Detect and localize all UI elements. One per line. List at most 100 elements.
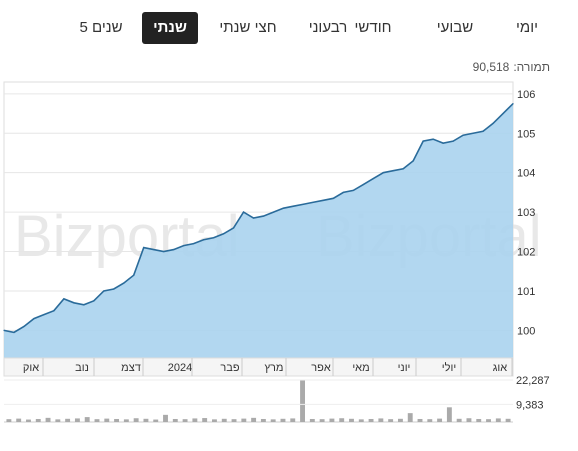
price-line <box>3 103 514 334</box>
volume-bar <box>437 418 443 422</box>
price-point <box>143 247 145 249</box>
volume-bar <box>270 419 276 422</box>
price-point <box>412 160 414 162</box>
tab-half-year[interactable]: חצי שנתי <box>219 19 277 36</box>
price-point <box>492 122 494 124</box>
volume-bar <box>486 419 491 422</box>
y-tick-label: 102 <box>517 247 535 259</box>
price-point <box>352 189 354 192</box>
price-point <box>402 168 404 170</box>
volume-bar <box>368 418 374 422</box>
volume-bar <box>172 418 178 422</box>
volume-bar <box>329 418 335 422</box>
price-point <box>222 233 225 235</box>
volume-bar <box>84 417 90 422</box>
price-point <box>502 112 504 115</box>
price-point <box>83 304 85 306</box>
volume-bar <box>446 407 452 422</box>
volume-bar <box>231 419 237 422</box>
volume-bar <box>182 419 188 422</box>
volume-bar <box>202 418 208 422</box>
x-axis: אוק נוב דצמ 2024 פבר מרץ אפר מאי יוני יולי אוג <box>3 357 514 377</box>
price-point <box>302 203 305 205</box>
price-point <box>242 211 245 213</box>
x-tick-label: יוני <box>398 362 411 374</box>
x-tick-label: 2024 <box>168 362 192 374</box>
price-point <box>23 325 25 328</box>
y-tick-label: 104 <box>517 168 535 180</box>
tab-yearly[interactable]: שנתי <box>142 12 198 44</box>
tab-daily[interactable]: יומי <box>516 19 538 36</box>
price-point <box>452 140 454 142</box>
price-point <box>203 239 205 241</box>
volume-bar <box>123 419 129 422</box>
x-tick-label: מאי <box>352 362 369 374</box>
tab-five-years[interactable]: 5 שנים <box>79 19 123 36</box>
y-axis: 100 101 102 103 104 105 106 <box>517 89 535 338</box>
volume-bar <box>309 418 315 422</box>
x-tick-label: אוג <box>493 362 508 374</box>
volume-bar <box>417 418 423 422</box>
x-tick-label: אפר <box>311 362 331 374</box>
y-tick-label: 103 <box>517 207 535 219</box>
volume-bar <box>212 419 217 422</box>
price-point <box>123 282 125 284</box>
price-point <box>472 132 474 134</box>
volume-bar <box>221 418 227 422</box>
volume-bar <box>397 418 403 422</box>
price-point <box>232 227 235 229</box>
price-point <box>422 140 424 142</box>
price-point <box>292 205 295 207</box>
price-point <box>153 248 155 251</box>
price-point <box>212 237 215 239</box>
volume-bar <box>35 418 41 422</box>
volume-bar <box>26 419 31 422</box>
volume-bar <box>94 419 100 422</box>
price-point <box>382 172 384 174</box>
x-tick-label: פבר <box>220 362 239 374</box>
x-tick-label: נוב <box>75 362 89 374</box>
volume-bar <box>6 419 12 422</box>
price-point <box>362 183 364 186</box>
volume-bar <box>290 418 296 422</box>
price-point <box>342 191 344 193</box>
volume-bar <box>476 418 482 422</box>
price-point <box>462 134 464 136</box>
price-point <box>512 103 514 105</box>
volume-bar <box>339 418 345 422</box>
price-point <box>332 197 334 199</box>
price-point <box>93 300 95 302</box>
price-point <box>53 310 55 312</box>
tab-monthly[interactable]: חודשי <box>354 19 392 36</box>
y-tick-label: 105 <box>517 128 535 140</box>
x-tick-label: מרץ <box>265 362 284 374</box>
volume-bar <box>388 419 394 422</box>
price-point <box>312 201 314 203</box>
price-point <box>282 207 285 209</box>
volume-bar <box>163 414 168 422</box>
price-point <box>173 248 175 251</box>
volume-bar <box>407 413 413 422</box>
tab-weekly[interactable]: שבועי <box>436 19 474 36</box>
volume-bar <box>280 418 286 422</box>
turnover-readout: תמורה:90,518 <box>469 60 550 74</box>
volume-bar <box>319 419 325 422</box>
x-tick-label: דצמ <box>121 362 141 374</box>
price-point <box>252 217 255 219</box>
tab-quarterly[interactable]: רבעוני <box>308 19 348 36</box>
price-point <box>272 211 275 213</box>
price-area <box>3 103 514 358</box>
volume-bar <box>495 418 501 422</box>
volume-bar <box>456 418 462 422</box>
volume-bar <box>251 417 257 422</box>
y-tick-label: 100 <box>517 325 535 337</box>
volume-tick-label: 9,383 <box>516 399 544 411</box>
price-point <box>392 170 394 172</box>
price-point <box>432 138 434 140</box>
y-tick-label: 106 <box>517 89 535 101</box>
volume-bar <box>114 418 120 422</box>
volume-bar <box>358 419 364 422</box>
price-point <box>482 130 484 132</box>
price-point <box>163 250 165 253</box>
